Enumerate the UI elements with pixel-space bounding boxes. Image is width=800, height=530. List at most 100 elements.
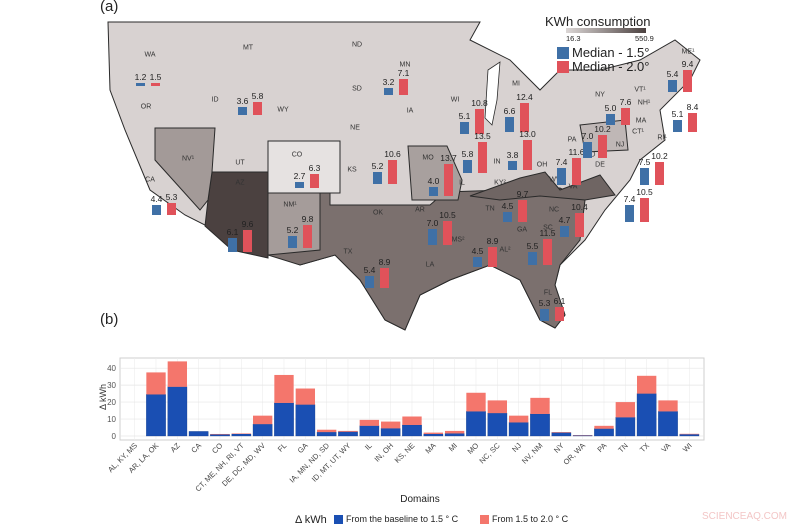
bar-1-5-to-2-0 (359, 419, 379, 426)
state-label-nh: NH¹ (637, 99, 651, 107)
map-bar-oh-2-0 (523, 140, 532, 170)
legend-label: Median - 2.0° (572, 59, 650, 74)
map-bar-pa-1-5 (583, 141, 592, 158)
x-tick-label: CO (210, 441, 224, 455)
map-bar-ga-1-5 (528, 252, 537, 265)
bar-baseline-to-1-5 (658, 411, 678, 437)
chart-legend-item-1: From the baseline to 1.5 ° C (334, 514, 458, 524)
bar-baseline-to-1-5 (636, 393, 657, 437)
map-bar-value-sd-2-0: 7.1 (397, 67, 410, 78)
map-bar-wv-1-5 (557, 167, 566, 185)
bar-1-5-to-2-0 (679, 433, 699, 435)
map-bar-value-me-1-5: 5.4 (666, 68, 679, 79)
map-bar-co-1-5 (295, 181, 304, 188)
state-label-nv: NV¹ (181, 155, 195, 163)
map-bar-al-2-0 (488, 246, 497, 267)
map-bar-value-ar-2-0: 10.5 (439, 209, 456, 220)
chart-legend-item-2: From 1.5 to 2.0 ° C (480, 514, 568, 524)
state-label-co: CO (291, 151, 303, 159)
map-bar-value-va-2-0: 10.5 (636, 186, 653, 197)
y-tick-label: 20 (107, 398, 116, 407)
bar-1-5-to-2-0 (423, 432, 443, 434)
state-label-sd: SD (352, 85, 362, 93)
panel-a-label: (a) (100, 0, 119, 15)
bar-baseline-to-1-5 (167, 386, 188, 437)
map-bar-il-2-0 (478, 141, 487, 173)
map-bar-nj-1-5 (640, 167, 649, 185)
bar-baseline-to-1-5 (508, 422, 529, 437)
map-bar-sd-1-5 (384, 87, 393, 95)
bar-baseline-to-1-5 (188, 431, 209, 437)
bar-baseline-to-1-5 (338, 431, 358, 437)
state-label-ut: UT (235, 159, 245, 167)
map-bar-co-2-0 (310, 173, 319, 188)
state-label-mi: MI (512, 80, 520, 88)
map-bar-or-2-0 (151, 82, 160, 86)
x-tick-label: ID, MT, UT, WY (310, 441, 353, 484)
legend-label: Median - 1.5° (572, 45, 650, 60)
panel-b-label: (b) (100, 311, 119, 328)
map-bar-value-ks-1-5: 5.2 (371, 161, 384, 172)
map-bar-value-sd-1-5: 3.2 (382, 76, 395, 87)
bar-1-5-to-2-0 (231, 433, 251, 434)
map-bar-value-nj-2-0: 10.2 (651, 150, 668, 161)
map-bar-value-oh-1-5: 3.8 (506, 150, 519, 161)
bar-baseline-to-1-5 (679, 434, 700, 437)
map-bar-value-pa-1-5: 7.0 (581, 130, 594, 141)
x-tick-label: AZ (169, 441, 182, 454)
state-label-wa: WA (144, 51, 156, 59)
map-bar-value-tn-2-0: 9.7 (516, 188, 529, 199)
map-bar-value-az-2-0: 9.6 (241, 218, 254, 229)
bar-1-5-to-2-0 (295, 388, 315, 405)
map-bar-value-ca-1-5: 4.4 (150, 193, 163, 204)
x-tick-label: KS, NE (393, 441, 417, 465)
x-axis-label: Domains (400, 494, 439, 505)
state-label-va: VA (568, 183, 578, 191)
state-label-ca: CA (145, 176, 155, 184)
state-label-ny: NY (595, 91, 605, 99)
map-bar-al-1-5 (473, 256, 482, 267)
bar-1-5-to-2-0 (338, 430, 358, 432)
bar-1-5-to-2-0 (551, 432, 571, 433)
map-bar-value-tx-1-5: 5.4 (363, 264, 376, 275)
legend-median-20: Median - 2.0° (557, 59, 649, 74)
map-bar-va-1-5 (625, 204, 634, 222)
map-bar-me-2-0 (683, 70, 692, 92)
map-bar-sc-2-0 (575, 213, 584, 237)
y-tick-label: 30 (107, 381, 116, 390)
x-tick-label: CA (189, 441, 203, 455)
map-bar-value-tx-2-0: 8.9 (378, 256, 391, 267)
map-bar-tx-2-0 (380, 267, 389, 288)
legend-swatch-red (557, 60, 569, 73)
map-bar-pa-2-0 (598, 134, 607, 158)
map-bar-value-sc-1-5: 4.7 (558, 215, 571, 226)
bar-baseline-to-1-5 (402, 424, 422, 437)
map-bar-value-tn-1-5: 4.5 (501, 200, 514, 211)
x-tick-label: NC, SC (477, 441, 502, 466)
state-label-nm: NM¹ (283, 201, 297, 209)
state-label-nd: ND (351, 41, 363, 49)
map-bar-value-ks-2-0: 10.6 (384, 148, 401, 159)
bar-1-5-to-2-0 (167, 361, 187, 387)
map-bar-value-oh-2-0: 13.0 (519, 129, 536, 140)
x-tick-label: OR, WA (561, 441, 587, 467)
legend-swatch-red (480, 514, 489, 524)
map-bar-wi-1-5 (460, 122, 469, 134)
state-label-la: LA (425, 261, 435, 269)
bar-1-5-to-2-0 (210, 433, 230, 435)
map-bar-tn-1-5 (503, 211, 512, 222)
y-axis-label: Δ kWh (98, 384, 108, 410)
state-label-ok: OK (372, 209, 384, 217)
map-bar-value-mo-1-5: 4.0 (427, 175, 440, 186)
x-tick-label: NY (552, 441, 566, 455)
map-bar-value-me-2-0: 9.4 (681, 59, 694, 70)
state-label-ar: AR (415, 206, 425, 214)
map-bar-value-ny-1-5: 5.0 (604, 102, 617, 113)
state-label-sc: SC (543, 224, 553, 232)
bar-baseline-to-1-5 (466, 411, 486, 437)
state-label-mt: MT (242, 44, 254, 52)
map-bar-value-co-1-5: 2.7 (293, 170, 306, 181)
state-label-ri: RI¹ (657, 134, 667, 142)
bar-1-5-to-2-0 (253, 415, 273, 425)
map-bar-fl-2-0 (555, 306, 564, 321)
